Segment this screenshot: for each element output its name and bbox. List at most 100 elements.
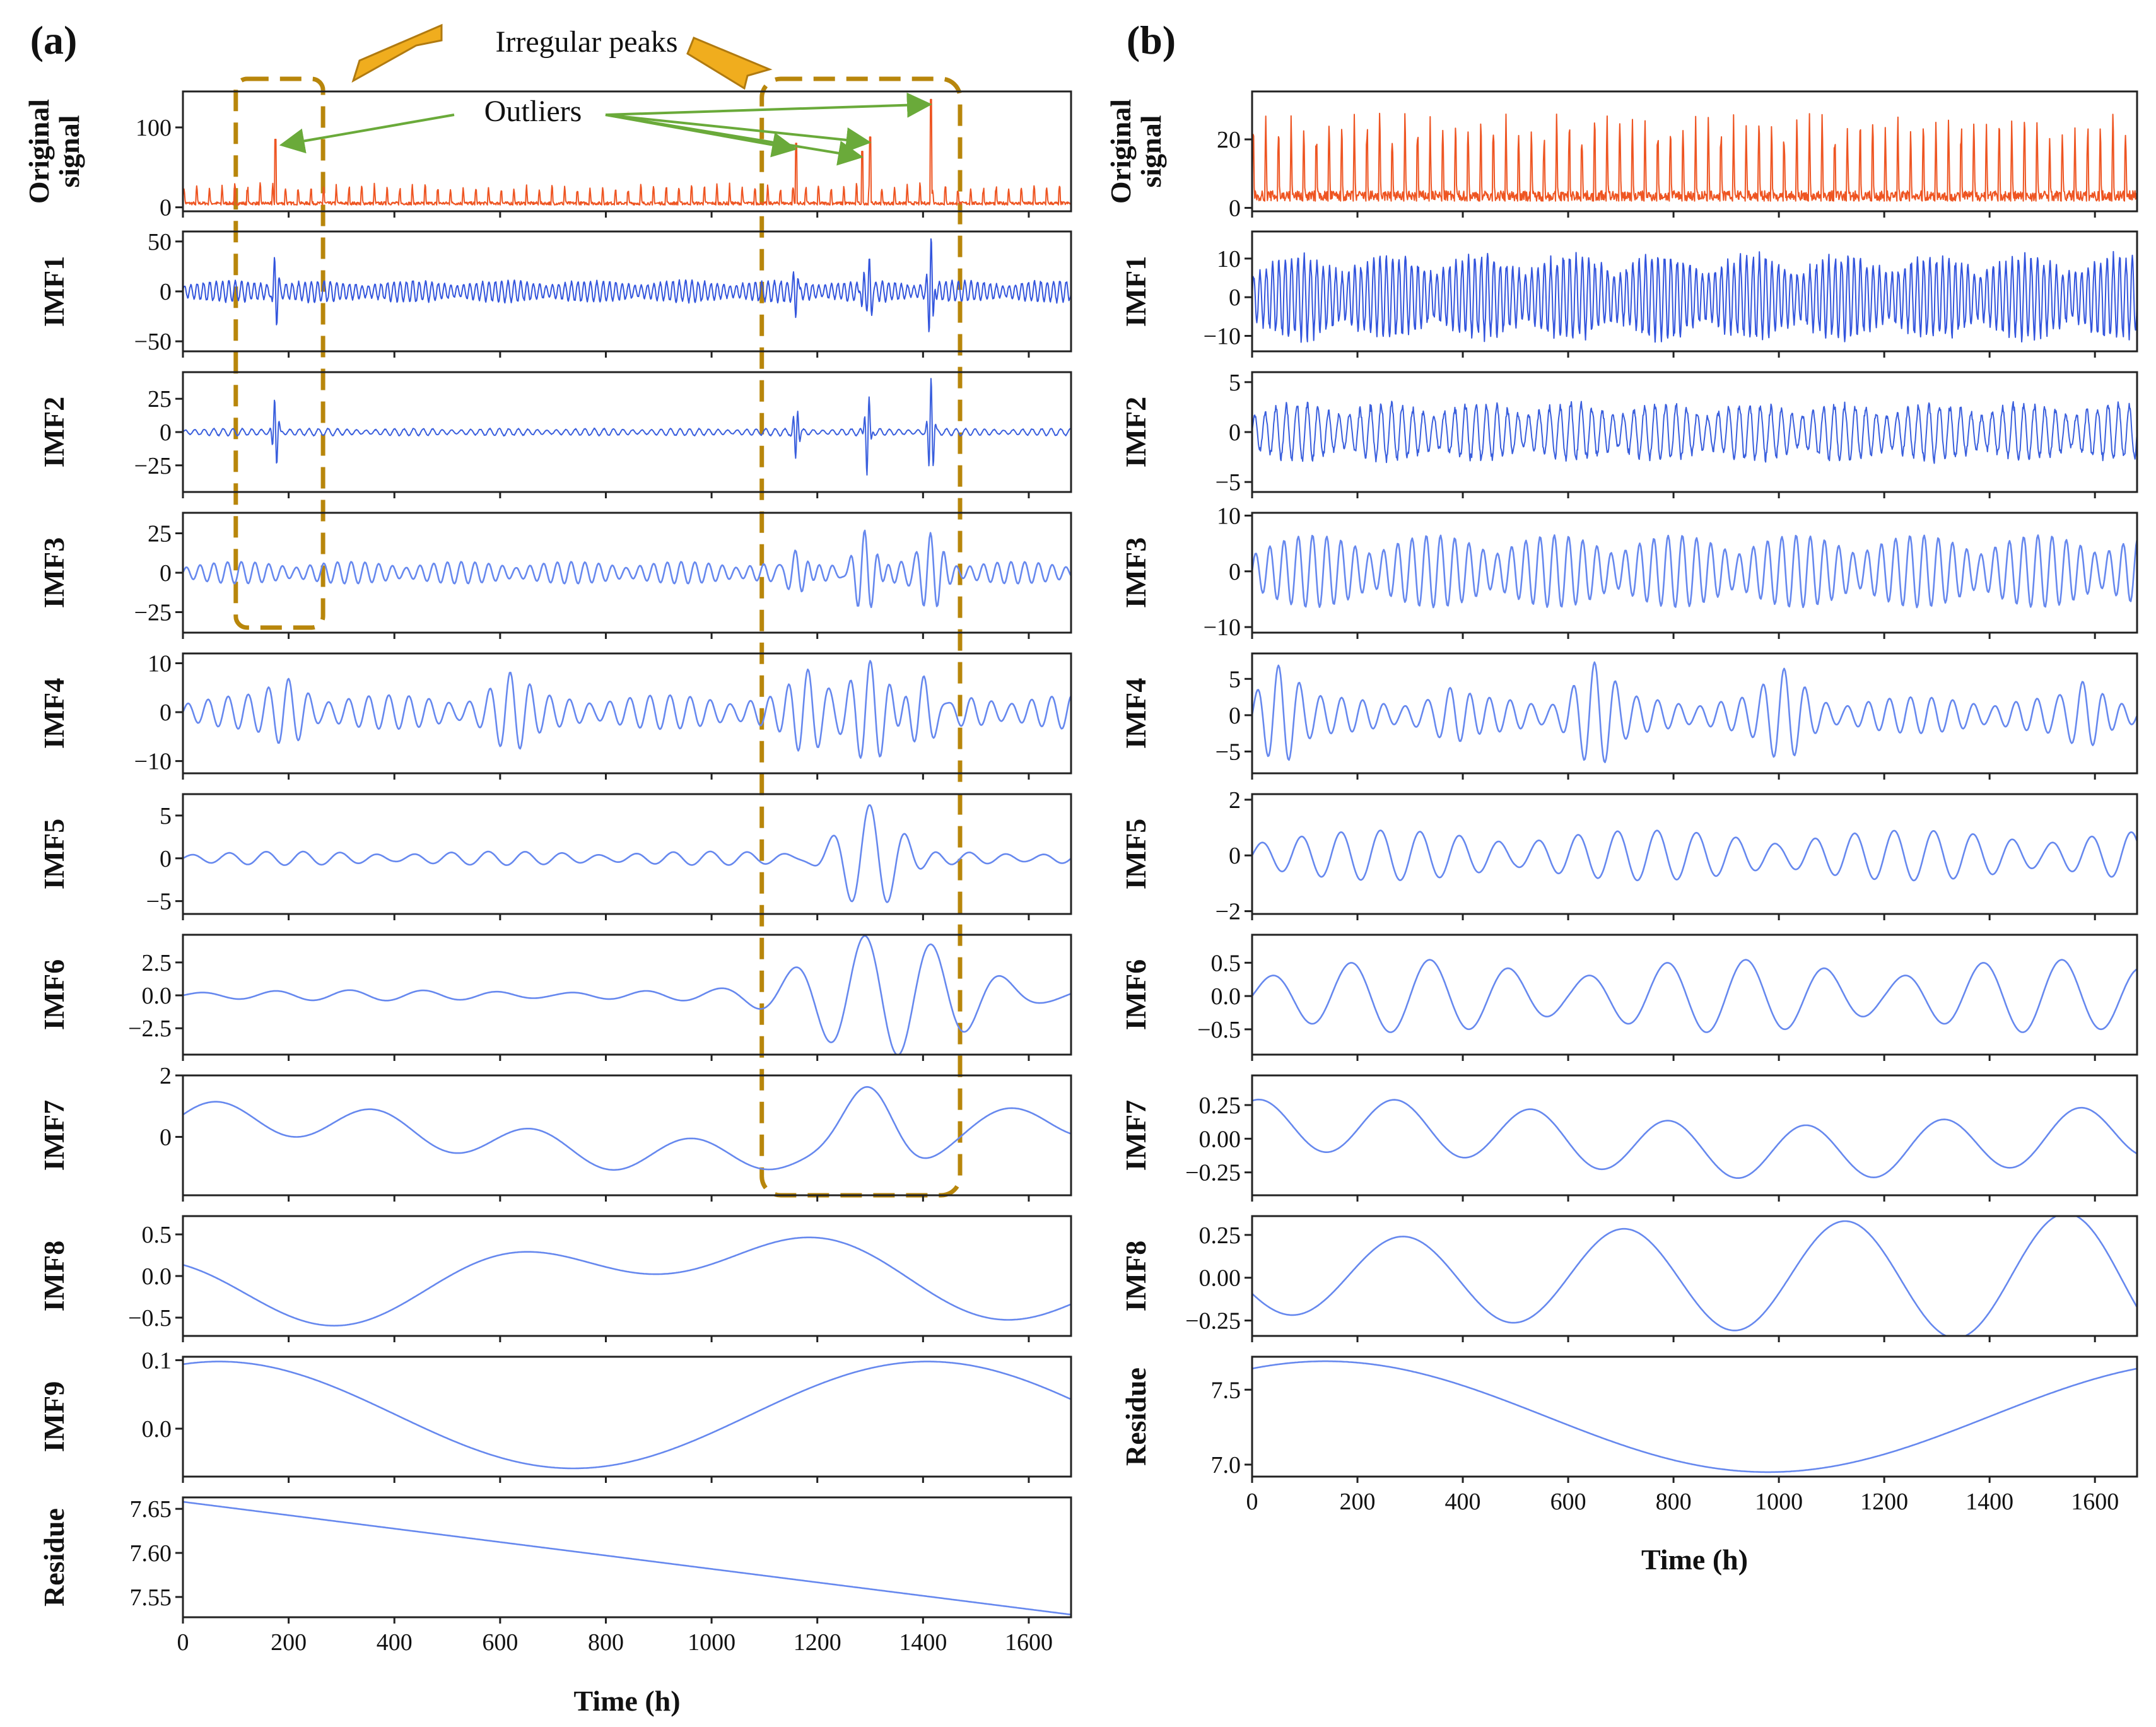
series-line (182, 804, 1072, 903)
x-tick-label: 400 (377, 1629, 413, 1656)
y-tick-label: −5 (1216, 469, 1241, 496)
x-axis-title: Time (h) (573, 1685, 680, 1717)
y-tick-label: −2 (1216, 899, 1241, 925)
subplot-b-9: 0.25 0.00 −0.25 IMF8 (1120, 1215, 2138, 1342)
x-tick-label: 1600 (1005, 1629, 1053, 1656)
y-tick-label: −10 (1204, 323, 1241, 349)
subplot-a-11: 7.65 7.60 7.55 Residue (38, 1496, 1072, 1624)
y-tick-label: 25 (148, 521, 172, 547)
y-tick-label: −10 (134, 749, 172, 775)
y-tick-label: −25 (134, 453, 172, 479)
y-tick-label: 0 (1229, 559, 1241, 585)
y-tick-label: 7.5 (1211, 1377, 1241, 1403)
panel-b: (b)200Originalsignal100−10IMF150−5IMF210… (1104, 18, 2138, 1576)
subplot-b-7: 0.5 0.0 −0.5 IMF6 (1120, 934, 2138, 1061)
y-axis-label: IMF2 (38, 397, 70, 467)
x-tick-label: 1400 (899, 1629, 947, 1656)
panel-tag-a: (a) (30, 18, 78, 62)
plot-frame (182, 1074, 1072, 1197)
y-tick-label: 0 (1229, 196, 1241, 222)
y-tick-label: 5 (1229, 370, 1241, 396)
subplot-a-7: 2.5 0.0 −2.5 IMF6 (38, 934, 1072, 1061)
plot-frame (182, 90, 1072, 213)
plot-frame (1251, 793, 2138, 915)
x-tick-label: 400 (1445, 1489, 1481, 1515)
series-line (1251, 829, 2138, 882)
y-tick-label: 0.0 (1211, 983, 1241, 1010)
subplot-b-2: 10 0 −10 IMF1 (1120, 230, 2138, 358)
y-axis-label: IMF3 (38, 537, 70, 608)
series-line (182, 1086, 1072, 1171)
series-line (1251, 1098, 2138, 1179)
irregular-peaks-label: Irregular peaks (495, 25, 677, 59)
x-tick-label: 1400 (1966, 1489, 2013, 1515)
plot-frame (1251, 1215, 2138, 1337)
y-tick-label: 0.5 (142, 1222, 172, 1248)
series-line (182, 660, 1072, 759)
y-tick-label: 0.5 (1211, 950, 1241, 976)
series-line (182, 935, 1072, 1056)
subplot-a-10: 0.1 0.0 IMF9 (38, 1347, 1072, 1483)
y-tick-label: 0.25 (1199, 1092, 1241, 1119)
plot-frame (182, 1355, 1072, 1478)
outlier-arrow (279, 114, 455, 154)
y-axis-label: IMF2 (1120, 397, 1152, 467)
outliers-label: Outliers (484, 95, 582, 128)
y-tick-label: 0 (160, 195, 172, 221)
y-tick-label: −25 (134, 600, 172, 626)
y-tick-label: 7.65 (130, 1496, 172, 1523)
y-tick-label: 2 (1229, 787, 1241, 814)
y-tick-label: 0 (160, 700, 172, 726)
y-tick-label: 0.00 (1199, 1126, 1241, 1152)
irregular-peak-arrow-right (686, 37, 773, 90)
y-axis-label: Residue (1120, 1367, 1152, 1466)
series-line (182, 238, 1072, 332)
plot-frame (1251, 90, 2138, 213)
subplot-b-6: 2 0 −2 IMF5 (1120, 787, 2138, 925)
y-tick-label: 0 (160, 846, 172, 872)
y-axis-label: IMF5 (38, 819, 70, 889)
plot-frame (1251, 230, 2138, 353)
series-line (1251, 534, 2138, 609)
y-tick-label: 2.5 (142, 950, 172, 976)
x-tick-label: 1000 (1755, 1489, 1803, 1515)
y-tick-label: 25 (148, 386, 172, 413)
outlier-arrow (605, 114, 872, 153)
x-tick-label: 800 (588, 1629, 624, 1656)
subplot-b-4: 10 0 −10 IMF3 (1120, 503, 2138, 641)
y-axis-label: IMF7 (38, 1100, 70, 1171)
series-line (1251, 661, 2138, 763)
series-line (182, 529, 1072, 609)
x-tick-label: 200 (1340, 1489, 1376, 1515)
y-tick-label: −5 (146, 889, 172, 915)
series-line (182, 98, 1072, 206)
plot-frame (182, 652, 1072, 775)
y-tick-label: −0.5 (1197, 1017, 1241, 1043)
y-tick-label: 100 (136, 115, 172, 141)
y-tick-label: 0.25 (1199, 1222, 1241, 1249)
series-line (182, 1236, 1072, 1327)
y-tick-label: 0 (160, 419, 172, 446)
y-tick-label: 5 (1229, 666, 1241, 693)
y-axis-label: IMF1 (38, 256, 70, 327)
outlier-arrow (605, 92, 932, 118)
y-axis-label: Residue (38, 1508, 70, 1607)
series-line (182, 378, 1072, 476)
subplot-b-5: 5 0 −5 IMF4 (1120, 652, 2138, 780)
y-tick-label: 10 (1217, 503, 1241, 529)
x-tick-label: 1600 (2071, 1489, 2119, 1515)
plot-frame (1251, 652, 2138, 775)
y-tick-label: 0.0 (142, 1416, 172, 1443)
y-tick-label: 0 (1229, 284, 1241, 311)
subplot-a-2: 50 0 −50 IMF1 (38, 229, 1072, 358)
series-line (1251, 112, 2138, 202)
y-axis-label: IMF7 (1120, 1100, 1152, 1171)
plot-frame (182, 1496, 1072, 1619)
y-tick-label: 0 (160, 1124, 172, 1150)
annotations: Irregular peaks Outliers (279, 23, 932, 166)
x-tick-label: 200 (271, 1629, 307, 1656)
y-tick-label: −10 (1204, 614, 1241, 641)
subplot-b-1: 20 0 Originalsignal (1104, 90, 2138, 222)
plot-frame (182, 512, 1072, 634)
